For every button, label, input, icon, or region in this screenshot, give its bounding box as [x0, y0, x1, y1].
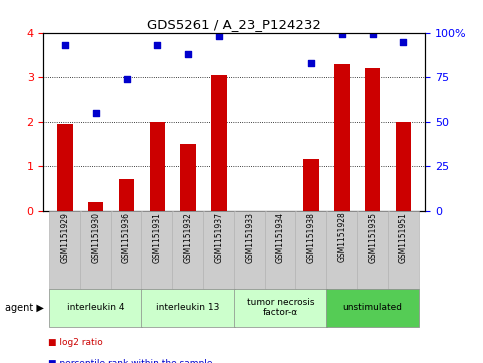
- Bar: [396, 122, 411, 211]
- Text: ■ percentile rank within the sample: ■ percentile rank within the sample: [48, 359, 213, 363]
- Text: GSM1151951: GSM1151951: [399, 212, 408, 262]
- Point: [123, 76, 130, 82]
- Text: GSM1151938: GSM1151938: [307, 212, 316, 262]
- Title: GDS5261 / A_23_P124232: GDS5261 / A_23_P124232: [147, 19, 321, 32]
- Bar: [303, 159, 319, 211]
- Point: [338, 32, 346, 37]
- Text: GSM1151932: GSM1151932: [184, 212, 193, 262]
- Text: GSM1151928: GSM1151928: [338, 212, 346, 262]
- Point: [61, 42, 69, 48]
- Bar: [119, 179, 134, 211]
- Text: GSM1151937: GSM1151937: [214, 212, 223, 262]
- Text: GSM1151929: GSM1151929: [60, 212, 70, 262]
- Bar: [57, 124, 73, 211]
- Point: [369, 32, 377, 37]
- Bar: [88, 202, 103, 211]
- Text: GSM1151934: GSM1151934: [276, 212, 285, 262]
- Text: ■ log2 ratio: ■ log2 ratio: [48, 338, 103, 347]
- Bar: [334, 64, 350, 211]
- Text: GSM1151931: GSM1151931: [153, 212, 162, 262]
- Point: [399, 39, 407, 45]
- Bar: [211, 75, 227, 211]
- Point: [154, 42, 161, 48]
- Point: [184, 51, 192, 57]
- Point: [92, 110, 99, 115]
- Text: GSM1151936: GSM1151936: [122, 212, 131, 262]
- Bar: [150, 122, 165, 211]
- Point: [215, 33, 223, 39]
- Text: interleukin 4: interleukin 4: [67, 303, 125, 312]
- Text: GSM1151930: GSM1151930: [91, 212, 100, 262]
- Text: tumor necrosis
factor-α: tumor necrosis factor-α: [247, 298, 314, 317]
- Point: [307, 60, 315, 66]
- Bar: [365, 68, 381, 211]
- Text: agent ▶: agent ▶: [5, 303, 43, 313]
- Text: unstimulated: unstimulated: [343, 303, 403, 312]
- Bar: [181, 144, 196, 211]
- Text: GSM1151933: GSM1151933: [245, 212, 254, 262]
- Text: interleukin 13: interleukin 13: [156, 303, 220, 312]
- Text: GSM1151935: GSM1151935: [368, 212, 377, 262]
